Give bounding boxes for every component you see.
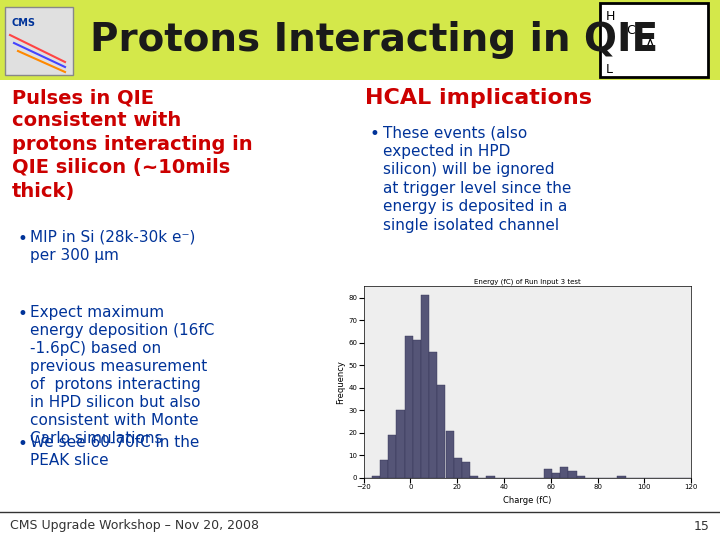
Text: Pulses in QIE
consistent with
protons interacting in
QIE silicon (~10mils
thick): Pulses in QIE consistent with protons in… [12, 88, 253, 201]
Text: CMS: CMS [12, 18, 36, 28]
Text: Summed charge
Per event: Summed charge Per event [448, 318, 600, 358]
Bar [429, 352, 437, 478]
Bar [600, 3, 708, 77]
Bar [396, 410, 405, 478]
Text: HCAL implications: HCAL implications [365, 88, 592, 108]
Text: We see 60-70fC in the
PEAK slice: We see 60-70fC in the PEAK slice [30, 435, 199, 468]
Text: (not ped sub: Ped ~80fC): (not ped sub: Ped ~80fC) [448, 355, 607, 368]
Bar [413, 340, 421, 478]
Bar [577, 476, 585, 478]
Bar [462, 462, 470, 478]
Bar [388, 435, 396, 478]
Text: •: • [370, 125, 380, 143]
Bar [405, 336, 413, 478]
Bar [487, 476, 495, 478]
X-axis label: Charge (fC): Charge (fC) [503, 496, 552, 505]
Bar [5, 7, 73, 75]
Text: •: • [18, 435, 28, 453]
Bar [372, 476, 380, 478]
Text: Evts: 1 slice > 5ct above ped: Evts: 1 slice > 5ct above ped [448, 292, 644, 302]
Title: Energy (fC) of Run Input 3 test: Energy (fC) of Run Input 3 test [474, 279, 581, 285]
Text: CMS Upgrade Workshop – Nov 20, 2008: CMS Upgrade Workshop – Nov 20, 2008 [10, 519, 259, 532]
Bar [380, 460, 388, 478]
Bar [568, 471, 577, 478]
Bar [0, 0, 720, 80]
Text: H: H [606, 10, 616, 23]
Bar [618, 476, 626, 478]
Bar [454, 457, 462, 478]
Text: 15: 15 [694, 519, 710, 532]
Bar [552, 474, 560, 478]
Text: C: C [626, 24, 635, 37]
Text: Expect maximum
energy deposition (16fC
-1.6pC) based on
previous measurement
of : Expect maximum energy deposition (16fC -… [30, 305, 215, 446]
Bar [437, 386, 446, 478]
Bar [421, 295, 429, 478]
Text: MIP in Si (28k-30k e⁻)
per 300 μm: MIP in Si (28k-30k e⁻) per 300 μm [30, 230, 195, 263]
Bar [560, 467, 568, 478]
Text: •: • [18, 230, 28, 248]
Bar [470, 476, 478, 478]
Text: A: A [646, 38, 654, 51]
Text: •: • [18, 305, 28, 323]
Text: Protons Interacting in QIE: Protons Interacting in QIE [90, 21, 658, 59]
Text: These events (also
expected in HPD
silicon) will be ignored
at trigger level sin: These events (also expected in HPD silic… [383, 125, 572, 233]
Y-axis label: Frequency: Frequency [336, 360, 346, 404]
Bar [446, 430, 454, 478]
Text: L: L [606, 63, 613, 76]
Bar [544, 469, 552, 478]
